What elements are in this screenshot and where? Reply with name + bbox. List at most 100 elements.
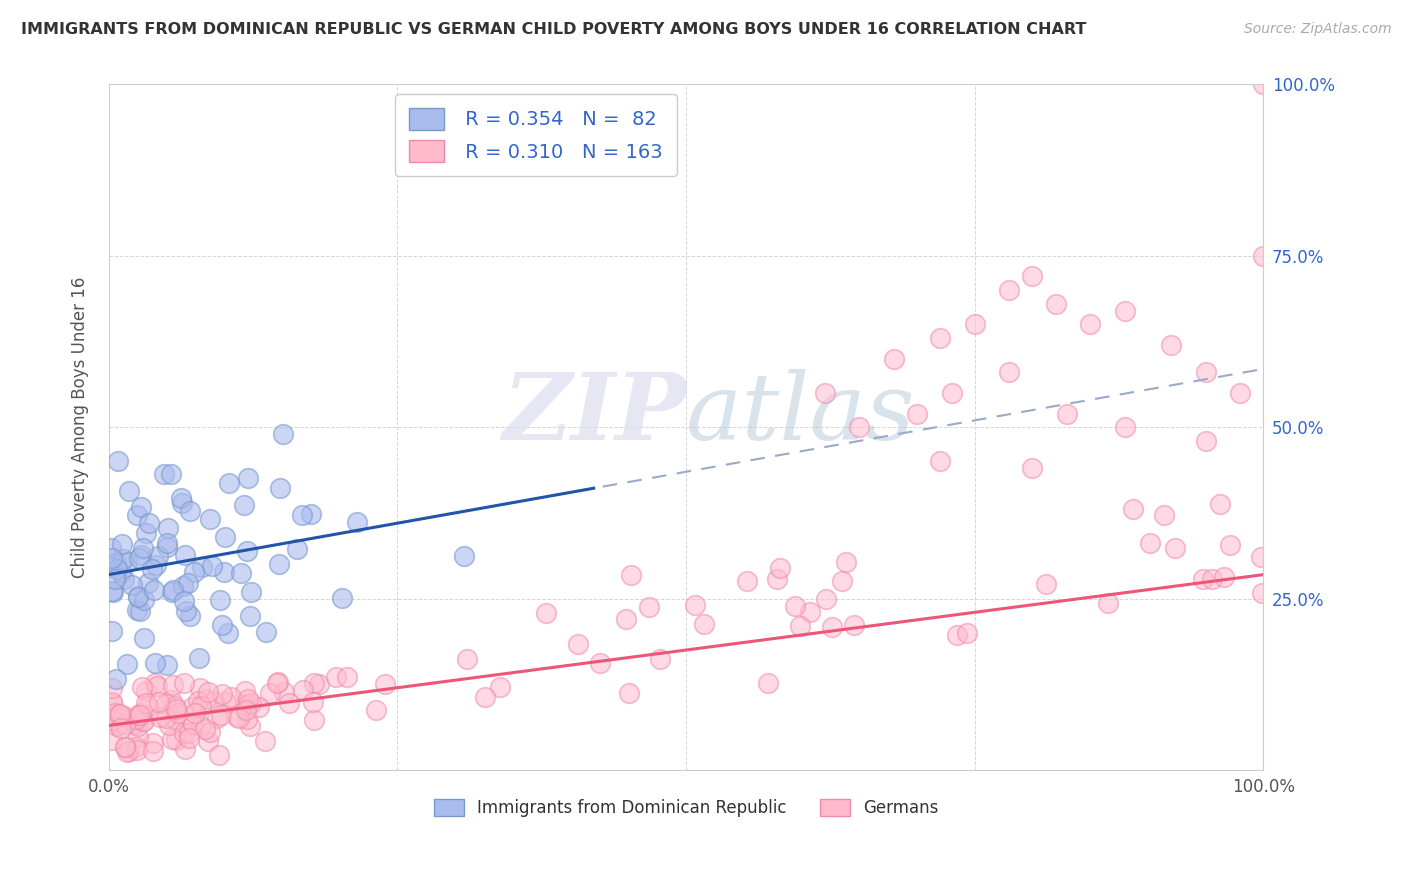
Point bbox=[235, 702, 257, 716]
Point bbox=[1021, 461, 1043, 475]
Point bbox=[157, 717, 180, 731]
Point bbox=[127, 719, 149, 733]
Text: IMMIGRANTS FROM DOMINICAN REPUBLIC VS GERMAN CHILD POVERTY AMONG BOYS UNDER 16 C: IMMIGRANTS FROM DOMINICAN REPUBLIC VS GE… bbox=[21, 22, 1087, 37]
Point bbox=[214, 530, 236, 544]
Point bbox=[756, 676, 779, 690]
Point bbox=[194, 692, 217, 706]
Point bbox=[142, 744, 165, 758]
Point bbox=[209, 708, 232, 723]
Point bbox=[219, 690, 242, 704]
Point bbox=[128, 550, 150, 565]
Point bbox=[117, 744, 139, 758]
Point bbox=[946, 627, 969, 641]
Point bbox=[129, 500, 152, 514]
Point bbox=[125, 712, 148, 726]
Point bbox=[1114, 420, 1136, 434]
Point bbox=[589, 656, 612, 670]
Point bbox=[115, 657, 138, 672]
Point bbox=[173, 676, 195, 690]
Point bbox=[187, 694, 209, 708]
Point bbox=[153, 467, 176, 482]
Point bbox=[127, 590, 149, 604]
Point bbox=[165, 702, 187, 716]
Point bbox=[125, 508, 148, 522]
Point bbox=[1191, 572, 1213, 586]
Point bbox=[101, 584, 124, 599]
Point bbox=[488, 680, 510, 694]
Point bbox=[1253, 249, 1275, 263]
Point bbox=[134, 714, 156, 728]
Point bbox=[453, 549, 475, 563]
Point bbox=[111, 537, 134, 551]
Point bbox=[236, 697, 259, 711]
Point bbox=[125, 743, 148, 757]
Point bbox=[157, 521, 180, 535]
Point bbox=[474, 690, 496, 704]
Point bbox=[170, 491, 193, 505]
Point bbox=[101, 550, 124, 565]
Point bbox=[100, 560, 122, 574]
Point bbox=[266, 675, 288, 690]
Point bbox=[183, 566, 205, 580]
Point bbox=[336, 670, 359, 684]
Point bbox=[1163, 541, 1185, 555]
Point bbox=[188, 651, 211, 665]
Point bbox=[173, 742, 195, 756]
Point bbox=[735, 574, 758, 589]
Point bbox=[201, 558, 224, 573]
Point bbox=[134, 631, 156, 645]
Point bbox=[162, 678, 184, 692]
Point bbox=[308, 676, 330, 690]
Point bbox=[1097, 596, 1119, 610]
Point bbox=[132, 714, 155, 728]
Point bbox=[929, 454, 952, 468]
Point bbox=[110, 565, 132, 579]
Point bbox=[145, 558, 167, 573]
Point bbox=[766, 572, 789, 586]
Point bbox=[174, 548, 197, 562]
Point bbox=[132, 593, 155, 607]
Point bbox=[821, 620, 844, 634]
Point bbox=[188, 681, 211, 695]
Point bbox=[456, 652, 478, 666]
Point bbox=[129, 548, 152, 562]
Point bbox=[198, 725, 221, 739]
Point bbox=[105, 672, 128, 686]
Point bbox=[135, 525, 157, 540]
Point bbox=[108, 706, 131, 721]
Point bbox=[963, 318, 986, 332]
Point bbox=[108, 710, 131, 724]
Point bbox=[239, 719, 262, 733]
Point bbox=[240, 585, 263, 599]
Point bbox=[105, 562, 128, 576]
Point bbox=[138, 516, 160, 530]
Point bbox=[299, 507, 322, 521]
Point bbox=[173, 726, 195, 740]
Point bbox=[179, 726, 201, 740]
Point bbox=[156, 536, 179, 550]
Point bbox=[104, 572, 127, 586]
Point bbox=[176, 604, 198, 618]
Point bbox=[131, 681, 153, 695]
Point bbox=[105, 719, 128, 733]
Point bbox=[128, 604, 150, 618]
Point bbox=[156, 540, 179, 554]
Point bbox=[226, 710, 249, 724]
Point bbox=[101, 624, 124, 639]
Point bbox=[118, 484, 141, 499]
Point bbox=[105, 556, 128, 570]
Point bbox=[285, 541, 308, 556]
Point bbox=[163, 712, 186, 726]
Point bbox=[217, 625, 239, 640]
Point bbox=[1021, 269, 1043, 284]
Point bbox=[291, 508, 314, 523]
Point bbox=[273, 684, 295, 698]
Point bbox=[1122, 501, 1144, 516]
Point bbox=[259, 686, 281, 700]
Point bbox=[160, 584, 183, 599]
Point bbox=[128, 707, 150, 722]
Point bbox=[156, 658, 179, 673]
Point bbox=[114, 739, 136, 754]
Point bbox=[789, 619, 811, 633]
Legend: Immigrants from Dominican Republic, Germans: Immigrants from Dominican Republic, Germ… bbox=[427, 792, 945, 823]
